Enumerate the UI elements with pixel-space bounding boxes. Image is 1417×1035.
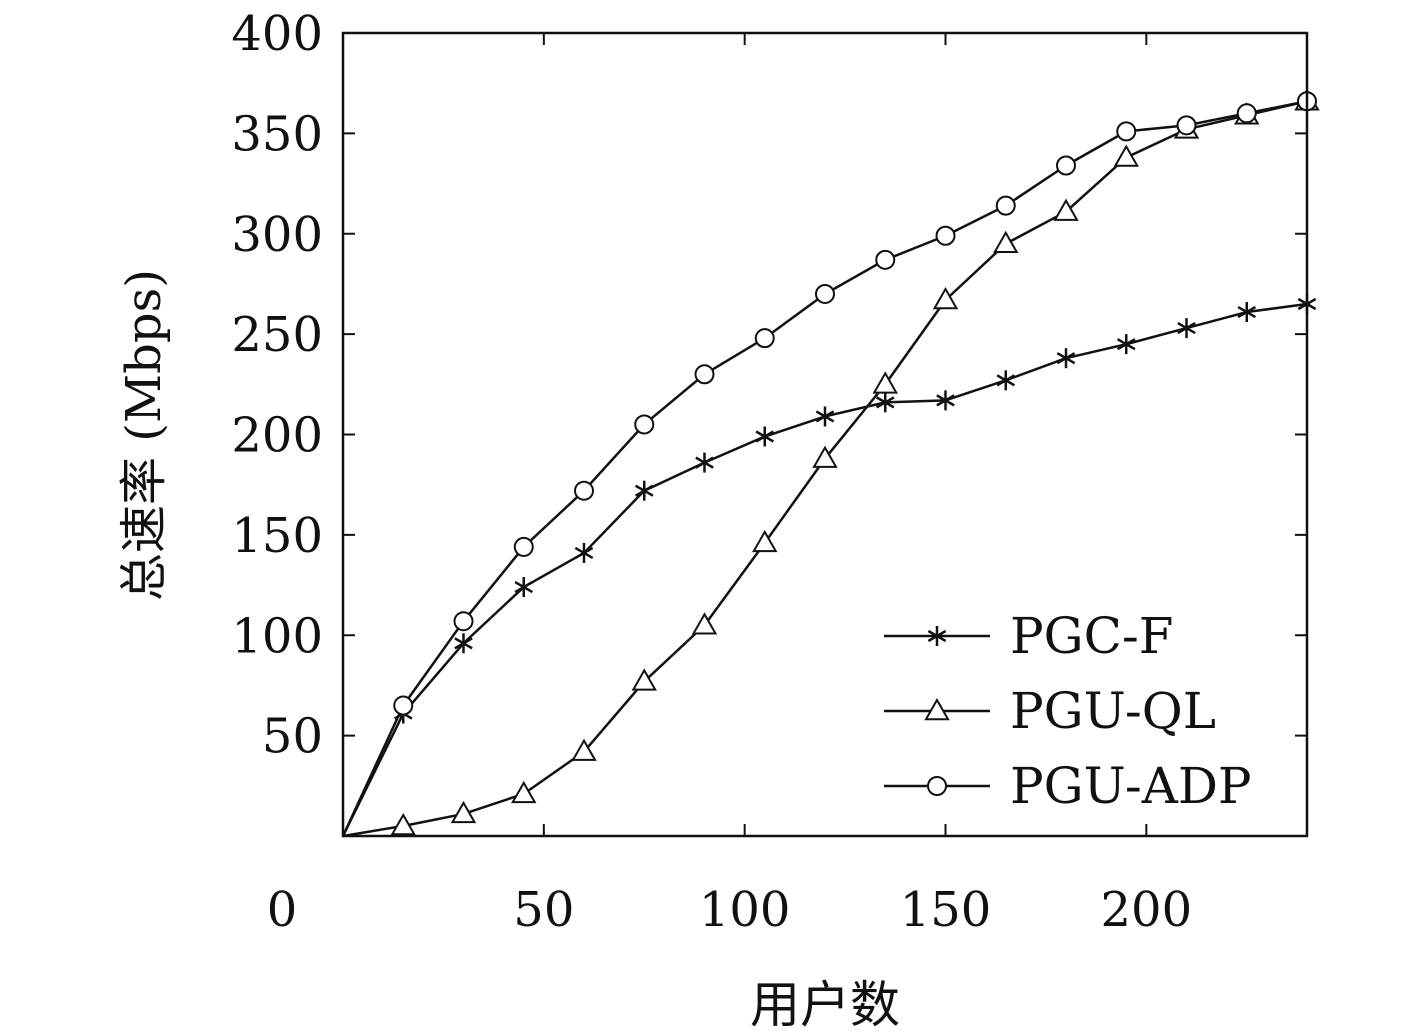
y-tick-label: 150 [231, 508, 323, 564]
x-tick-label: 100 [699, 882, 791, 938]
point-pgc-f [996, 370, 1016, 391]
point-pgu-adp [995, 195, 1016, 216]
point-pgu-ql [872, 371, 898, 394]
series-layer [341, 88, 1320, 838]
point-pgc-f [574, 542, 594, 563]
point-pgu-adp [1176, 115, 1197, 136]
point-pgu-ql [1113, 144, 1139, 167]
legend-label-pgc-f: PGC-F [1010, 607, 1173, 665]
y-tick-label: 50 [262, 709, 323, 765]
y-axis-label: 总速率 (Mbps) [116, 269, 172, 601]
point-pgu-ql [691, 612, 718, 635]
point-pgu-ql [390, 812, 416, 836]
y-tick-label: 200 [231, 408, 323, 464]
y-tick-label: 400 [231, 6, 323, 62]
point-pgu-adp [694, 364, 715, 385]
point-pgu-ql [1053, 198, 1079, 221]
point-pgu-adp [574, 480, 594, 501]
point-pgc-f [454, 633, 473, 654]
point-pgu-adp [1056, 155, 1076, 176]
point-pgc-f [755, 426, 775, 447]
point-pgu-adp [815, 283, 835, 304]
point-pgu-adp [453, 611, 474, 632]
point-pgu-ql [752, 529, 778, 553]
point-pgu-ql [450, 800, 477, 824]
point-pgu-adp [634, 414, 655, 435]
x-axis-label: 用户数 [750, 976, 900, 1034]
legend-label-pgu-ql: PGU-QL [1010, 682, 1216, 740]
point-pgu-ql [932, 286, 959, 310]
point-pgu-adp [393, 695, 414, 716]
point-pgu-adp [1116, 121, 1137, 142]
x-tick-label: 200 [1101, 882, 1193, 938]
point-pgu-ql [631, 668, 657, 691]
x-origin-label: 0 [267, 882, 298, 938]
x-tick-label: 50 [513, 882, 574, 938]
point-pgu-ql [511, 780, 537, 804]
point-pgc-f [514, 577, 534, 598]
point-pgu-adp [935, 225, 956, 246]
x-tick-label: 150 [900, 882, 992, 938]
y-tick-label: 350 [231, 106, 323, 162]
point-pgc-f [695, 452, 714, 473]
point-pgc-f [634, 480, 654, 501]
point-pgu-adp [1236, 103, 1257, 124]
point-pgc-f [815, 406, 835, 427]
legend-marker-pgc-f [927, 626, 947, 646]
ticks-layer: 50 100 150 200 250 300 350 400 50 100 150 200 [231, 6, 1307, 938]
point-pgc-f [875, 392, 895, 413]
point-pgu-ql [993, 230, 1019, 254]
y-tick-label: 250 [231, 307, 323, 363]
y-tick-label: 100 [231, 608, 323, 664]
point-pgc-f [1056, 348, 1076, 369]
point-pgc-f [1237, 302, 1257, 323]
y-tick-label: 300 [231, 207, 323, 263]
legend-marker-pgu-ql [924, 697, 950, 721]
point-pgu-ql [812, 445, 838, 468]
point-pgc-f [936, 390, 955, 411]
point-pgu-adp [754, 328, 775, 349]
point-pgu-adp [513, 536, 534, 557]
point-pgc-f [1116, 334, 1136, 355]
point-pgu-ql [571, 738, 597, 761]
point-pgc-f [1177, 318, 1196, 339]
legend-marker-pgu-adp [927, 776, 947, 796]
legend-label-pgu-adp: PGU-ADP [1010, 757, 1252, 815]
point-pgu-adp [875, 249, 896, 270]
legend: PGC-F PGU-QL PGU-ADP [884, 607, 1252, 815]
